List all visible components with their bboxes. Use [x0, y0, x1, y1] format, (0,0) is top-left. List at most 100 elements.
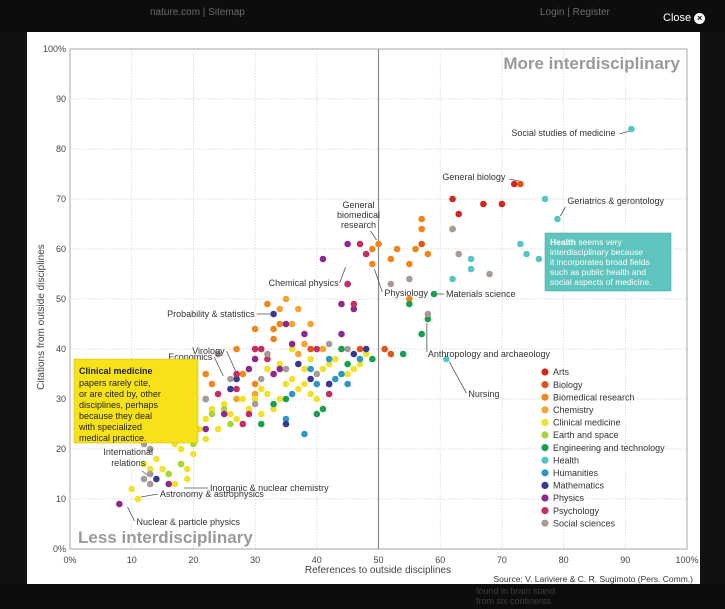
- legend-label: Mathematics: [553, 481, 605, 491]
- data-point: [251, 345, 259, 353]
- data-point: [270, 370, 277, 378]
- data-point: [350, 365, 358, 373]
- data-point: [294, 350, 302, 358]
- data-point: [153, 475, 160, 483]
- data-point: [294, 385, 302, 393]
- legend-swatch: [541, 494, 549, 502]
- x-tick-labels: 0% 10 20 30 40 50 60 70 80 90 100%: [63, 555, 698, 565]
- health-callout: Health seems very interdisciplinary beca…: [544, 232, 672, 292]
- data-point: [245, 365, 253, 373]
- data-point: [227, 385, 234, 393]
- data-point: [313, 395, 321, 403]
- annotation-label: General biology: [442, 172, 506, 182]
- annotation-label: Geriatrics & gerontology: [567, 196, 664, 206]
- data-point: [146, 480, 154, 488]
- annotation-leader: [339, 266, 347, 284]
- data-point: [480, 200, 487, 208]
- annotation-leader: [373, 268, 383, 293]
- data-point: [406, 260, 413, 268]
- data-point: [177, 445, 185, 453]
- data-point: [257, 385, 265, 393]
- health-callout-line: interdisciplinary because: [550, 247, 643, 257]
- data-point: [183, 475, 191, 483]
- data-point: [430, 290, 438, 298]
- data-point: [202, 415, 210, 423]
- data-point: [239, 370, 247, 378]
- annotation-label: biomedical: [337, 210, 380, 220]
- data-point: [251, 395, 259, 403]
- data-point: [325, 390, 333, 398]
- data-point: [325, 360, 333, 368]
- legend-swatch: [541, 418, 549, 426]
- data-point: [257, 420, 265, 428]
- data-point: [251, 380, 259, 388]
- data-point: [369, 260, 376, 268]
- data-point: [177, 460, 185, 468]
- data-point: [523, 250, 530, 258]
- data-point: [251, 390, 259, 398]
- data-point: [282, 420, 290, 428]
- annotation-leader: [370, 230, 377, 241]
- corner-label-top: More interdisciplinary: [503, 54, 680, 73]
- data-point: [381, 345, 388, 353]
- data-point: [270, 310, 277, 318]
- data-point: [153, 455, 160, 463]
- data-point: [140, 460, 148, 468]
- data-point: [208, 380, 216, 388]
- legend-label: Clinical medicine: [553, 418, 621, 428]
- data-point: [350, 300, 358, 308]
- data-point: [301, 330, 308, 338]
- data-point: [159, 465, 166, 473]
- data-point: [294, 360, 302, 368]
- data-point: [270, 335, 277, 343]
- data-point: [134, 495, 142, 503]
- health-callout-line: such as public health and: [550, 267, 646, 277]
- data-point: [282, 395, 290, 403]
- site-nav[interactable]: nature.com | Sitemap: [150, 7, 245, 18]
- data-point: [362, 350, 370, 358]
- data-point: [628, 125, 635, 133]
- legend-swatch: [541, 393, 549, 401]
- x-tick-label: 0%: [63, 555, 76, 565]
- data-point: [208, 405, 216, 413]
- login-register-link[interactable]: Login | Register: [540, 7, 610, 18]
- background-headline: from six continents: [476, 596, 552, 606]
- annotation-label: Virology: [192, 346, 225, 356]
- legend-label: Chemistry: [553, 405, 594, 415]
- annotation-label: Nursing: [468, 389, 499, 399]
- data-point: [257, 375, 265, 383]
- data-point: [332, 355, 339, 363]
- source-credit: Source: V. Lariviere & C. R. Sugimoto (P…: [493, 574, 693, 584]
- close-button[interactable]: Close ×: [663, 12, 706, 24]
- data-point: [418, 240, 425, 248]
- y-tick-label: 90: [56, 94, 66, 104]
- data-point: [467, 255, 475, 263]
- legend-swatch: [541, 507, 549, 515]
- annotation-labels: Social studies of medicine General biolog…: [103, 128, 664, 527]
- data-point: [313, 345, 321, 353]
- data-point: [332, 375, 339, 383]
- data-point: [208, 410, 216, 418]
- x-tick-label: 20: [188, 555, 198, 565]
- legend-swatch: [541, 431, 549, 439]
- y-tick-label: 100%: [43, 44, 66, 54]
- svg-text:Health seems very: Health seems very: [550, 237, 623, 247]
- data-point: [227, 375, 234, 383]
- data-point: [541, 195, 549, 203]
- annotation-label: Probability & statistics: [167, 309, 255, 319]
- y-tick-label: 60: [56, 244, 66, 254]
- scatter-chart: 0% 10 20 30 40 50 60 70 80 90 100% 0% 10 20 30 40 50 60 7…: [36, 44, 699, 584]
- data-point: [387, 280, 395, 288]
- data-point: [214, 425, 222, 433]
- data-point: [313, 370, 321, 378]
- data-point: [294, 305, 302, 313]
- clinical-callout-line: or are cited by, other: [79, 389, 161, 399]
- annotation-label: General: [342, 200, 374, 210]
- data-point: [399, 350, 407, 358]
- health-callout-line: it incorporates broad fields: [550, 257, 650, 267]
- bottom-bar: found in brain stand from six continents: [0, 584, 725, 609]
- data-point: [165, 480, 173, 488]
- data-point: [356, 360, 364, 368]
- data-point: [313, 410, 321, 418]
- x-tick-label: 80: [559, 555, 569, 565]
